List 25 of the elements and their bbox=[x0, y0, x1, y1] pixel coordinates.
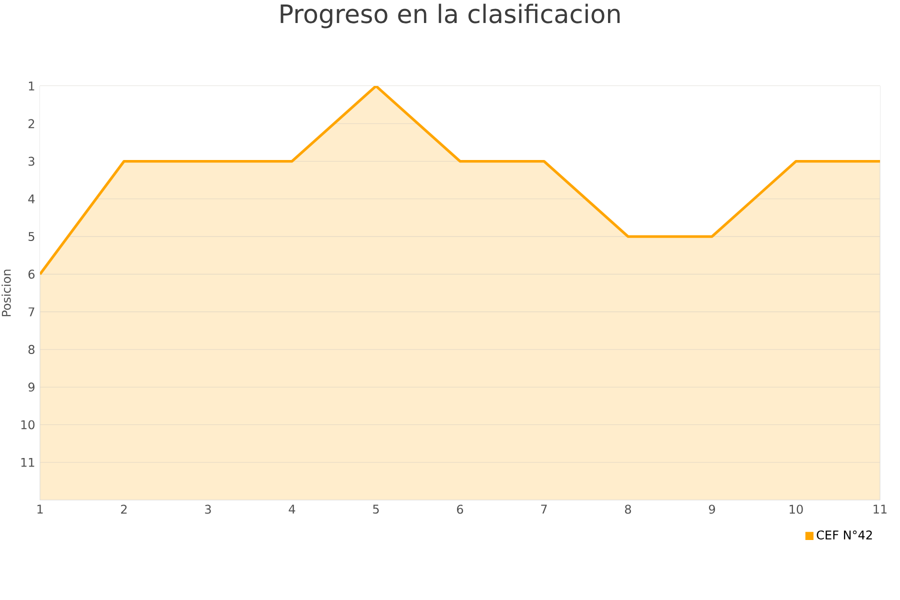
y-tick-label: 2 bbox=[28, 119, 34, 128]
y-axis-title: Posicion bbox=[2, 270, 11, 316]
y-tick-label: 9 bbox=[28, 382, 34, 392]
chart-title: Progreso en la clasificacion bbox=[280, 4, 620, 28]
x-tick-label: 6 bbox=[457, 504, 464, 514]
y-tick-label: 4 bbox=[28, 194, 35, 204]
y-tick-label: 11 bbox=[21, 458, 34, 467]
y-tick-label: 7 bbox=[28, 307, 34, 316]
x-tick-label: 2 bbox=[121, 504, 127, 514]
y-tick-label: 8 bbox=[28, 344, 34, 354]
x-tick-label: 7 bbox=[541, 504, 547, 514]
legend-label: CEF N°42 bbox=[816, 530, 872, 540]
x-tick-label: 5 bbox=[373, 504, 379, 514]
x-tick-label: 8 bbox=[625, 504, 632, 514]
x-tick-label: 10 bbox=[790, 504, 803, 514]
x-tick-label: 3 bbox=[205, 504, 211, 514]
y-tick-label: 6 bbox=[28, 270, 35, 279]
y-tick-label: 5 bbox=[28, 232, 34, 242]
x-tick-label: 11 bbox=[874, 504, 887, 514]
x-tick-label: 1 bbox=[38, 504, 43, 514]
y-tick-label: 1 bbox=[28, 82, 34, 90]
y-tick-label: 10 bbox=[21, 420, 34, 430]
y-tick-label: 3 bbox=[28, 156, 34, 166]
x-tick-label: 4 bbox=[288, 504, 296, 514]
x-tick-label: 9 bbox=[708, 504, 715, 514]
